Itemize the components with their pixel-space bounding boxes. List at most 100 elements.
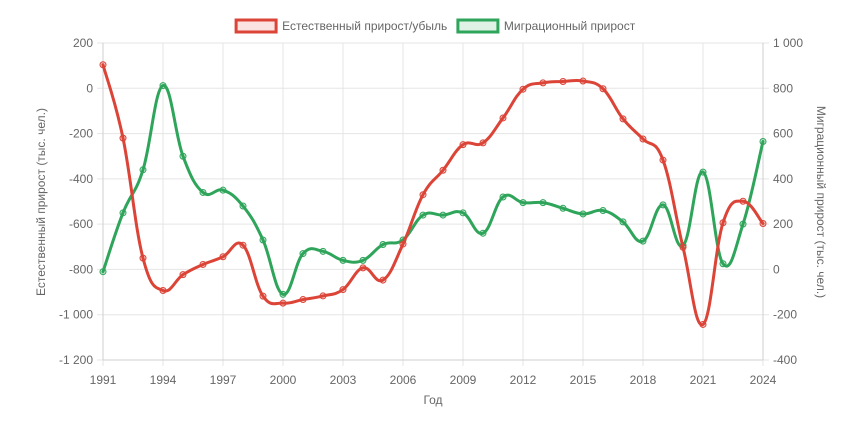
data-point[interactable] bbox=[439, 166, 447, 174]
data-point[interactable] bbox=[719, 260, 727, 268]
data-point[interactable] bbox=[299, 296, 307, 304]
data-point[interactable] bbox=[239, 241, 247, 249]
y-left-tick-label: -1 000 bbox=[59, 308, 93, 322]
x-tick-label: 2003 bbox=[330, 373, 357, 387]
data-point[interactable] bbox=[419, 191, 427, 199]
y-right-tick-label: -200 bbox=[773, 308, 797, 322]
y-left-tick-label: 200 bbox=[73, 36, 93, 50]
data-point[interactable] bbox=[219, 253, 227, 261]
data-point[interactable] bbox=[339, 256, 347, 264]
data-point[interactable] bbox=[619, 115, 627, 123]
data-point[interactable] bbox=[179, 152, 187, 160]
data-point[interactable] bbox=[579, 210, 587, 218]
data-point[interactable] bbox=[559, 77, 567, 85]
data-point[interactable] bbox=[139, 166, 147, 174]
data-point[interactable] bbox=[99, 268, 107, 276]
data-point[interactable] bbox=[319, 292, 327, 300]
data-point[interactable] bbox=[639, 135, 647, 143]
series-layer bbox=[99, 61, 767, 328]
legend-swatch bbox=[456, 18, 500, 34]
data-point[interactable] bbox=[339, 286, 347, 294]
x-axis-title: Год bbox=[423, 393, 442, 407]
data-point[interactable] bbox=[119, 209, 127, 217]
y-right-tick-label: 200 bbox=[773, 217, 793, 231]
data-point[interactable] bbox=[519, 199, 527, 207]
data-point[interactable] bbox=[199, 188, 207, 196]
data-point[interactable] bbox=[159, 82, 167, 90]
legend-label: Миграционный прирост bbox=[504, 19, 636, 33]
y-right-tick-label: 400 bbox=[773, 172, 793, 186]
data-point[interactable] bbox=[759, 219, 767, 227]
data-point[interactable] bbox=[499, 114, 507, 122]
data-point[interactable] bbox=[599, 207, 607, 215]
x-tick-label: 1994 bbox=[150, 373, 177, 387]
data-point[interactable] bbox=[419, 211, 427, 219]
data-point[interactable] bbox=[479, 229, 487, 237]
data-point[interactable] bbox=[699, 168, 707, 176]
data-point[interactable] bbox=[199, 260, 207, 268]
data-point[interactable] bbox=[399, 240, 407, 248]
y-right-tick-label: -400 bbox=[773, 353, 797, 367]
data-point[interactable] bbox=[539, 79, 547, 87]
data-point[interactable] bbox=[599, 85, 607, 93]
data-point[interactable] bbox=[379, 241, 387, 249]
data-point[interactable] bbox=[139, 254, 147, 262]
data-point[interactable] bbox=[679, 243, 687, 251]
data-point[interactable] bbox=[119, 134, 127, 142]
data-point[interactable] bbox=[159, 286, 167, 294]
y-right-tick-label: 800 bbox=[773, 81, 793, 95]
data-point[interactable] bbox=[239, 202, 247, 210]
legend-item[interactable]: Миграционный прирост bbox=[456, 18, 636, 34]
x-tick-label: 1997 bbox=[210, 373, 237, 387]
data-point[interactable] bbox=[319, 247, 327, 255]
data-point[interactable] bbox=[459, 141, 467, 149]
data-point[interactable] bbox=[719, 219, 727, 227]
x-tick-label: 2009 bbox=[450, 373, 477, 387]
data-point[interactable] bbox=[739, 220, 747, 228]
legend-label: Естественный прирост/убыль bbox=[282, 19, 447, 33]
data-point[interactable] bbox=[619, 218, 627, 226]
data-point[interactable] bbox=[559, 204, 567, 212]
data-point[interactable] bbox=[219, 186, 227, 194]
data-point[interactable] bbox=[379, 276, 387, 284]
grid bbox=[97, 42, 769, 366]
data-point[interactable] bbox=[259, 292, 267, 300]
data-point[interactable] bbox=[699, 320, 707, 328]
legend-item[interactable]: Естественный прирост/убыль bbox=[234, 18, 447, 34]
series-line bbox=[101, 84, 765, 296]
x-tick-label: 1991 bbox=[90, 373, 117, 387]
y-left-tick-label: -600 bbox=[69, 217, 93, 231]
data-point[interactable] bbox=[659, 201, 667, 209]
data-point[interactable] bbox=[279, 290, 287, 298]
data-point[interactable] bbox=[359, 256, 367, 264]
y-left-tick-label: -1 200 bbox=[59, 353, 93, 367]
data-point[interactable] bbox=[739, 197, 747, 205]
data-point[interactable] bbox=[639, 237, 647, 245]
data-point[interactable] bbox=[99, 61, 107, 69]
y-left-tick-label: -800 bbox=[69, 262, 93, 276]
data-point[interactable] bbox=[359, 264, 367, 272]
data-point[interactable] bbox=[499, 193, 507, 201]
data-point[interactable] bbox=[439, 211, 447, 219]
y-axis-left-title: Естественный прирост (тыс. чел.) bbox=[34, 108, 48, 296]
y-right-tick-label: 1 000 bbox=[773, 36, 803, 50]
data-point[interactable] bbox=[659, 156, 667, 164]
data-point[interactable] bbox=[259, 236, 267, 244]
y-left-tick-label: -400 bbox=[69, 172, 93, 186]
data-point[interactable] bbox=[519, 85, 527, 93]
data-point[interactable] bbox=[579, 77, 587, 85]
data-point[interactable] bbox=[459, 209, 467, 217]
data-point[interactable] bbox=[179, 271, 187, 279]
data-point[interactable] bbox=[759, 137, 767, 145]
series-migration-growth bbox=[99, 82, 767, 298]
data-point[interactable] bbox=[299, 250, 307, 258]
data-point[interactable] bbox=[279, 299, 287, 307]
legend: Естественный прирост/убыль Миграционный п… bbox=[234, 18, 636, 34]
legend-swatch bbox=[234, 18, 278, 34]
data-point[interactable] bbox=[539, 199, 547, 207]
data-point[interactable] bbox=[479, 139, 487, 147]
x-tick-label: 2012 bbox=[510, 373, 537, 387]
